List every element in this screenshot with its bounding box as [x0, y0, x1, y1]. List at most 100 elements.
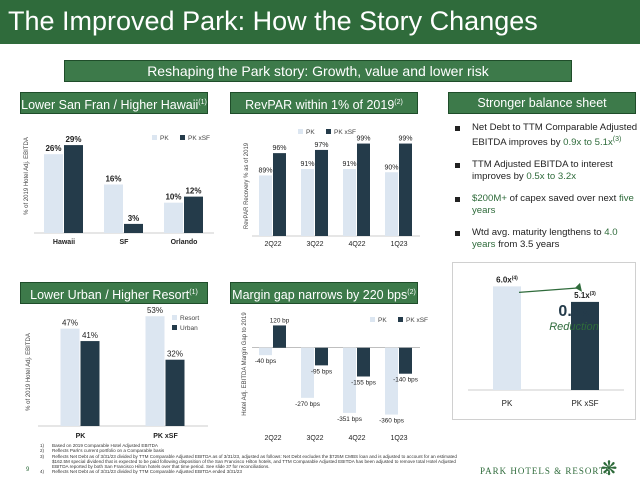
- category-label: PK: [76, 433, 86, 440]
- bar-resort: [145, 316, 165, 426]
- square-bullet-icon: [455, 231, 460, 237]
- legend-swatch: [180, 135, 185, 140]
- bar-pk: [343, 169, 356, 236]
- footnote-number: 4): [40, 469, 45, 475]
- panel-sup-p4: (1): [189, 289, 198, 296]
- data-label: 5.1x(3): [574, 291, 596, 300]
- data-label: -360 bps: [379, 418, 404, 425]
- panel-title-p3: Stronger balance sheet: [477, 96, 607, 110]
- footnotes: 1) Based on 2019 Comparable Hotel Adjuste…: [40, 443, 460, 475]
- legend-swatch: [152, 135, 157, 140]
- bar-pk-xsf: [399, 143, 412, 236]
- bullet-text: Wtd avg. maturity lengthens to: [472, 227, 605, 239]
- panel-header-p2: RevPAR within 1% of 2019(2): [230, 92, 418, 114]
- footnote: 3) Reflects Net Debt as of 3/31/23 divide…: [40, 454, 460, 470]
- data-label: 96%: [272, 145, 286, 152]
- bar-pk-xsf: [273, 325, 286, 348]
- bar-leverage: [493, 286, 521, 390]
- category-label: 2Q22: [264, 435, 281, 442]
- bar-pk-xsf: [315, 347, 328, 366]
- footnote-number: 2): [40, 448, 45, 454]
- reduction-value: 0.9x: [558, 303, 589, 320]
- footnote-text: Reflects Net Debt as of 3/31/23 divided …: [52, 453, 457, 470]
- bar-pk: [385, 347, 398, 415]
- data-label: 90%: [384, 164, 398, 171]
- bar-pk: [104, 184, 123, 233]
- data-label: 47%: [62, 319, 78, 328]
- legend-swatch: [172, 315, 177, 320]
- footnote-number: 3): [40, 453, 45, 459]
- legend-label: PK xSF: [406, 317, 428, 324]
- legend-label: Resort: [180, 315, 199, 322]
- legend-label: PK: [378, 317, 387, 324]
- data-label-sup: (3): [590, 291, 596, 297]
- data-label: -155 bps: [351, 380, 376, 387]
- bar-pk-xsf: [64, 145, 83, 233]
- footnote: 4) Reflects Net Debt as of 3/31/23 divide…: [40, 469, 460, 474]
- category-label: Hawaii: [53, 239, 75, 246]
- data-label: 26%: [45, 144, 61, 153]
- data-label: 91%: [342, 161, 356, 168]
- panel-header-p3: Stronger balance sheet: [448, 92, 636, 114]
- category-label: 2Q22: [264, 241, 281, 248]
- data-label: 32%: [167, 350, 183, 359]
- legend-swatch: [326, 129, 331, 134]
- category-label: Orlando: [171, 239, 198, 246]
- category-label: PK: [502, 399, 513, 408]
- bullet-highlight: 0.5x to 3.2x: [526, 171, 576, 183]
- bullet-item: Net Debt to TTM Comparable Adjusted EBIT…: [452, 122, 638, 149]
- legend-label: PK: [160, 135, 169, 142]
- data-label: 29%: [65, 135, 81, 144]
- data-label: 6.0x(4): [496, 275, 518, 284]
- panel-title-p1: Lower San Fran / Higher Hawaii: [21, 98, 199, 113]
- legend-swatch: [398, 317, 403, 322]
- category-label: 3Q22: [306, 241, 323, 248]
- bullet-sup: (3): [612, 136, 622, 143]
- category-label: PK xSF: [153, 433, 178, 440]
- data-label: -140 bps: [393, 377, 418, 384]
- bullet-text-post: from 3.5 years: [495, 239, 560, 251]
- footnote: 1) Based on 2019 Comparable Hotel Adjuste…: [40, 443, 460, 448]
- bullet-text: Net Debt to TTM Comparable Adjusted EBIT…: [472, 122, 638, 149]
- bar-pk-xsf: [124, 223, 143, 233]
- panel-header-p5: Margin gap narrows by 220 bps(2): [230, 282, 418, 304]
- bar-pk-xsf: [184, 196, 203, 233]
- square-bullet-icon: [455, 163, 460, 169]
- legend-label: Urban: [180, 325, 198, 332]
- y-axis-label: RevPAR Recovery % as of 2019: [244, 142, 250, 229]
- data-label: 12%: [185, 187, 201, 196]
- legend-label: PK: [306, 129, 315, 136]
- data-label: -270 bps: [295, 401, 320, 408]
- reduction-arrow: [518, 287, 580, 293]
- footnote-number: 1): [40, 443, 45, 448]
- bar-urban: [80, 341, 100, 426]
- data-label: 97%: [314, 142, 328, 149]
- bullet-highlight: 4.0 years: [472, 227, 618, 251]
- data-label: 3%: [128, 214, 140, 223]
- bullet-item: Wtd avg. maturity lengthens to 4.0 years…: [452, 227, 638, 251]
- banner: Reshaping the Park story: Growth, value …: [64, 60, 572, 82]
- bullet-highlight: $200M+: [472, 193, 507, 205]
- panel-title-p2: RevPAR within 1% of 2019: [245, 98, 395, 113]
- category-label: 1Q23: [390, 241, 407, 248]
- data-label: 91%: [300, 161, 314, 168]
- bar-pk-xsf: [399, 347, 412, 374]
- leverage-chart-frame: [452, 262, 636, 420]
- data-label: 10%: [165, 193, 181, 202]
- data-label: 120 bp: [270, 317, 290, 324]
- footnote-text: Based on 2019 Comparable Hotel Adjusted …: [52, 443, 158, 448]
- data-label: 16%: [105, 175, 121, 184]
- page-number: 9: [26, 467, 30, 473]
- panel-sup-p5: (2): [407, 289, 416, 296]
- panel-sup-p2: (2): [394, 99, 403, 106]
- category-label: SF: [120, 239, 130, 246]
- category-label: 3Q22: [306, 435, 323, 442]
- data-label: 41%: [82, 331, 98, 340]
- title-bar: The Improved Park: How the Story Changes: [0, 0, 640, 44]
- data-label: -95 bps: [311, 368, 332, 375]
- y-axis-label: % of 2019 Hotel Adj. EBITDA: [26, 333, 32, 411]
- square-bullet-icon: [455, 197, 460, 203]
- panel-title-p4: Lower Urban / Higher Resort: [30, 288, 190, 303]
- bullet-item: $200M+ of capex saved over next five yea…: [452, 193, 638, 217]
- legend-swatch: [370, 317, 375, 322]
